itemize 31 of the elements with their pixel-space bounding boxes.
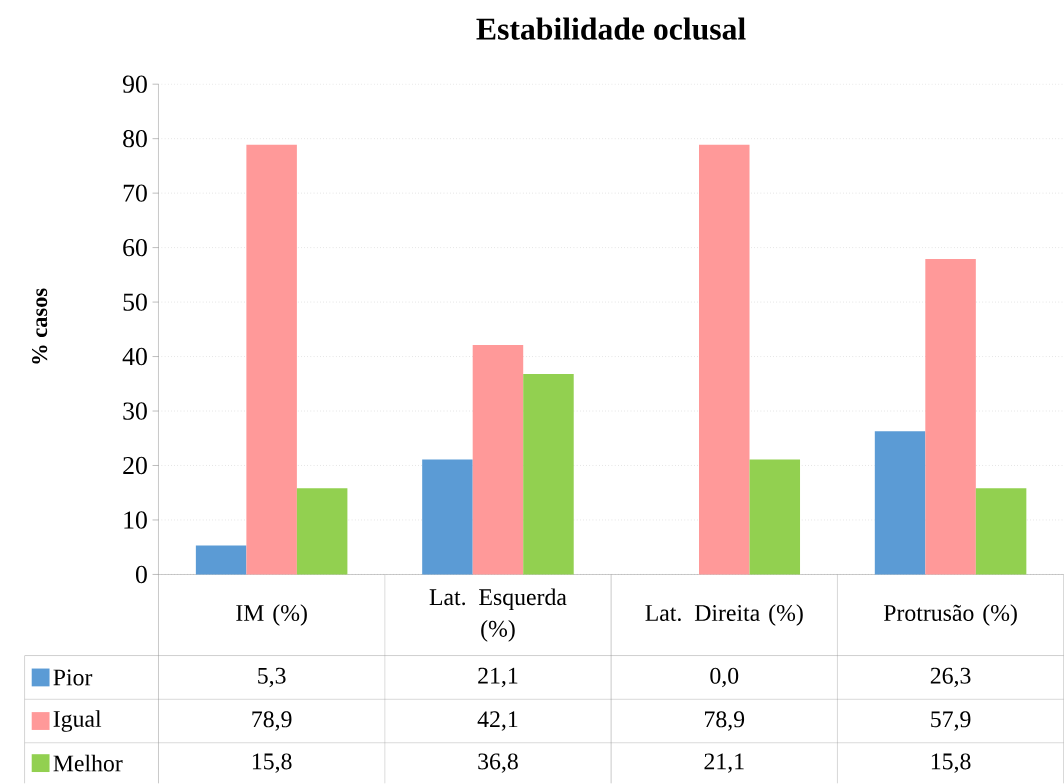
legend-label: Igual [53, 710, 102, 732]
x-tick-label: Lat. Esquerda (%) [429, 588, 567, 642]
data-label: 21,1 [704, 753, 744, 773]
data-label: 0,0 [710, 667, 739, 688]
data-label: 57,9 [931, 711, 971, 731]
y-tick-label: 0 [135, 565, 147, 584]
chart-title: Estabilidade oclusal [476, 17, 746, 41]
data-label: 15,8 [931, 753, 971, 774]
y-tick-label: 80 [123, 130, 147, 148]
data-label: 15,8 [252, 753, 292, 774]
x-tick-label: Protrusão (%) [883, 604, 1017, 626]
y-tick-label: 20 [123, 456, 147, 475]
data-label: 21,1 [478, 667, 518, 688]
data-label: 5,3 [258, 667, 286, 688]
data-label: 78,9 [705, 711, 745, 731]
x-tick-label: Lat. Direita (%) [645, 604, 803, 626]
x-tick-label: IM (%) [236, 604, 307, 626]
data-label: 42,1 [477, 711, 518, 731]
legend-label: Pior [53, 669, 93, 686]
data-label: 36,8 [478, 753, 518, 774]
data-label: 78,9 [252, 711, 292, 731]
y-tick-label: 30 [123, 402, 147, 420]
y-tick-label: 40 [122, 348, 147, 366]
legend-label: Melhor [53, 754, 123, 772]
y-tick-label: 10 [124, 511, 147, 529]
y-axis-title: % casos [32, 288, 48, 364]
y-tick-label: 60 [123, 239, 147, 257]
y-tick-label: 70 [123, 184, 147, 202]
data-label: 26,3 [930, 667, 971, 688]
y-tick-label: 90 [122, 75, 147, 94]
y-tick-label: 50 [123, 293, 147, 311]
